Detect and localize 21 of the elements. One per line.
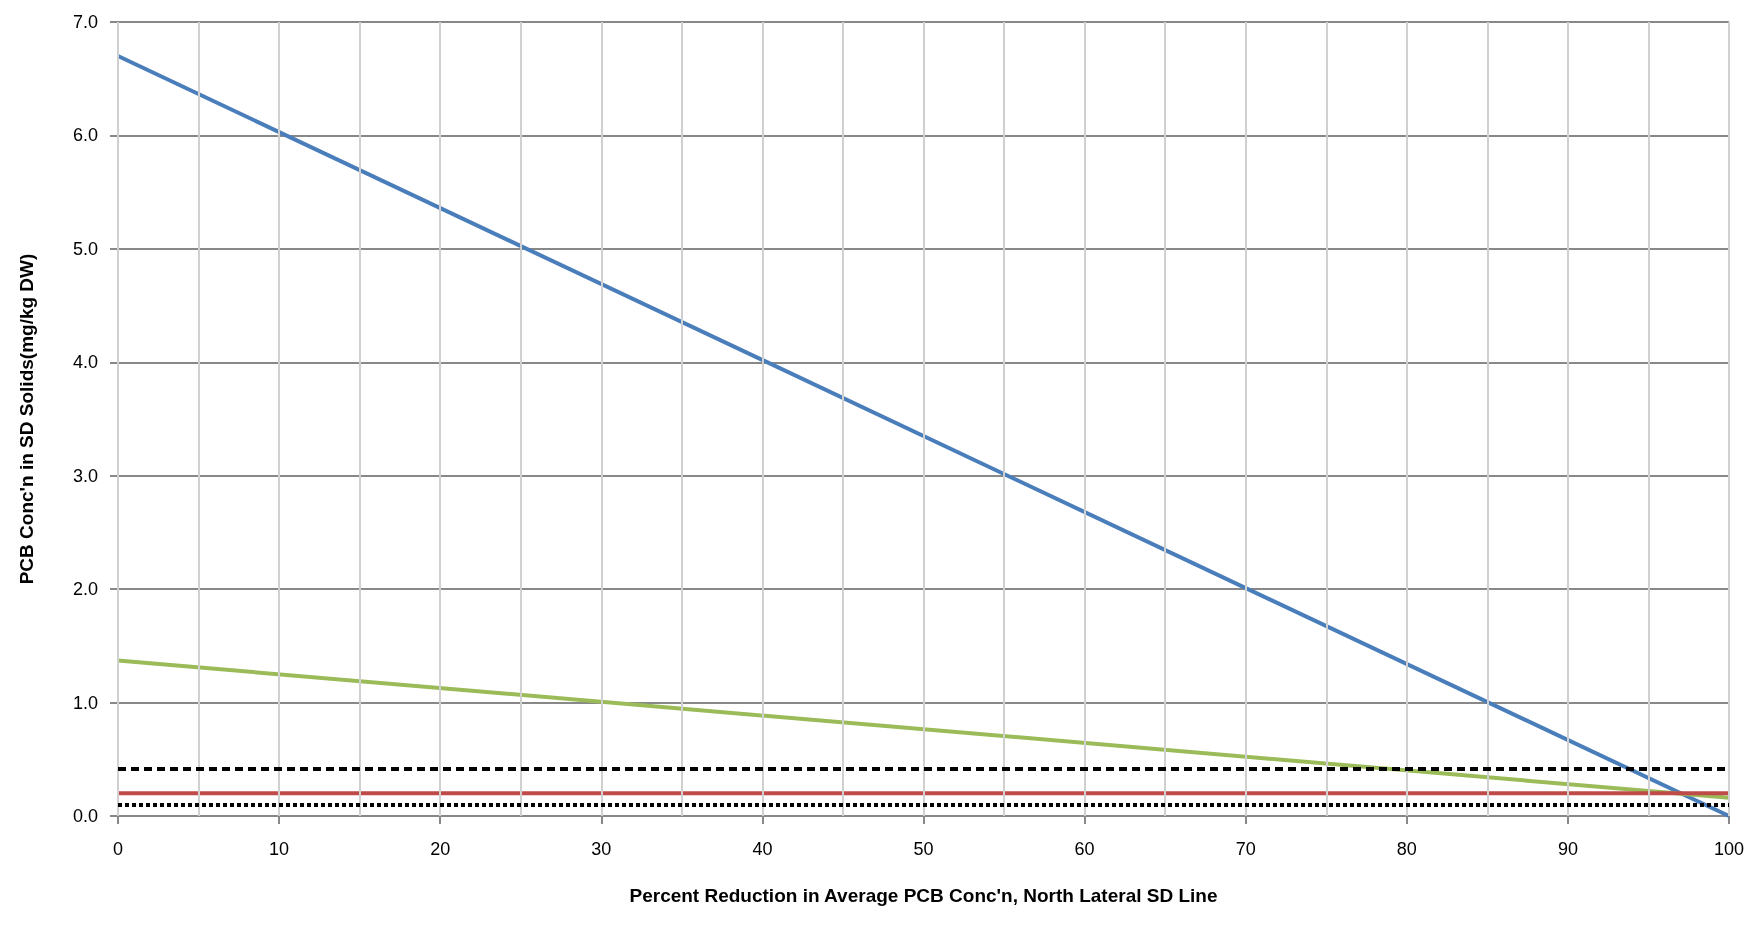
x-tick-label: 60 xyxy=(1074,839,1095,859)
x-tick-label: 80 xyxy=(1396,839,1417,859)
y-tick-label: 7.0 xyxy=(72,12,98,32)
y-tick-label: 0.0 xyxy=(72,806,98,826)
x-tick-label: 100 xyxy=(1713,839,1745,859)
x-axis-title: Percent Reduction in Average PCB Conc'n, North Lateral SD Line xyxy=(629,885,1218,906)
y-tick-label: 1.0 xyxy=(72,692,98,713)
y-tick-label: 5.0 xyxy=(72,238,98,259)
y-tick-label: 3.0 xyxy=(72,465,98,486)
y-tick-label: 2.0 xyxy=(72,579,98,600)
y-tick-label: 6.0 xyxy=(72,125,98,146)
x-tick-label: 90 xyxy=(1557,839,1578,859)
x-tick-label: 20 xyxy=(430,839,451,859)
x-tick-label: 10 xyxy=(269,839,290,859)
x-tick-label: 50 xyxy=(913,839,934,859)
x-tick-label: 70 xyxy=(1235,839,1256,859)
x-tick-label: 30 xyxy=(591,839,612,859)
x-tick-label: 0 xyxy=(112,839,124,859)
x-tick-label: 40 xyxy=(752,839,773,859)
y-tick-label: 4.0 xyxy=(72,352,98,373)
y-axis-title: PCB Conc'n in SD Solids(mg/kg DW) xyxy=(16,253,37,585)
